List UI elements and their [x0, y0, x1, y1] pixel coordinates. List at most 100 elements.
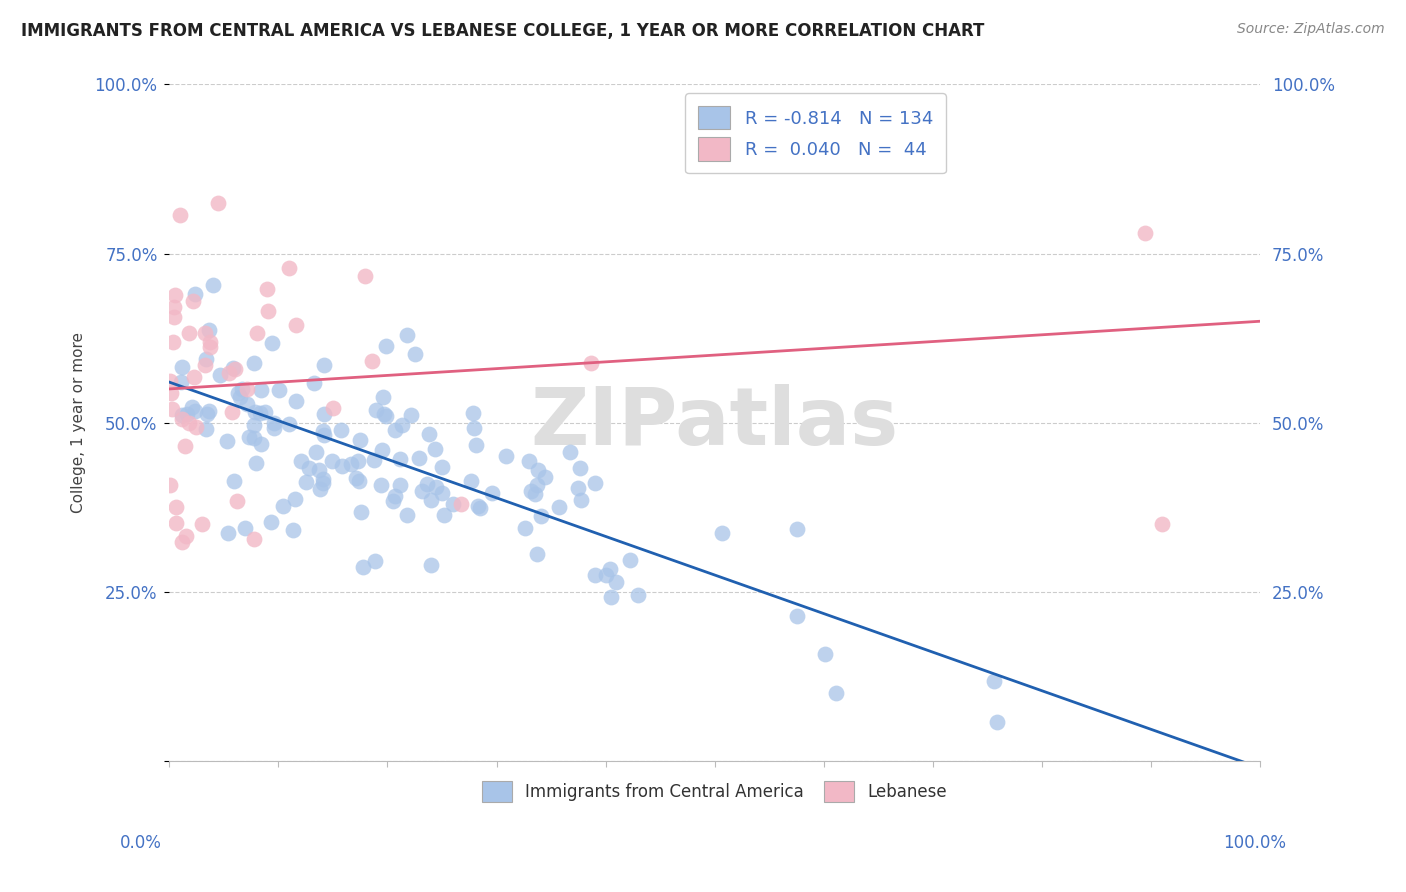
Point: [349, 433, 371, 447]
Point: [389, 452, 412, 467]
Point: [305, 445, 328, 459]
Point: [373, 390, 395, 404]
Point: [308, 482, 330, 496]
Point: [433, 508, 456, 523]
Point: [411, 483, 433, 498]
Point: [418, 426, 440, 441]
Point: [627, 588, 650, 602]
Point: [583, 475, 606, 490]
Point: [257, 304, 280, 318]
Point: [184, 420, 207, 434]
Point: [302, 376, 325, 391]
Point: [198, 323, 221, 337]
Point: [382, 493, 405, 508]
Point: [215, 434, 238, 449]
Point: [441, 497, 464, 511]
Point: [235, 382, 257, 396]
Point: [619, 553, 641, 567]
Point: [312, 473, 335, 487]
Point: [165, 288, 187, 302]
Point: [404, 346, 426, 360]
Point: [202, 278, 225, 293]
Point: [160, 386, 183, 401]
Point: [224, 362, 246, 376]
Point: [183, 369, 205, 384]
Point: [1135, 227, 1157, 241]
Point: [243, 532, 266, 546]
Point: [371, 442, 394, 457]
Point: [160, 401, 183, 416]
Point: [825, 686, 848, 700]
Point: [349, 474, 371, 488]
Point: [176, 407, 198, 421]
Point: [361, 353, 384, 368]
Point: [585, 567, 607, 582]
Point: [430, 460, 453, 475]
Point: [249, 406, 271, 420]
Point: [243, 431, 266, 445]
Point: [184, 403, 207, 417]
Point: [184, 287, 207, 301]
Point: [468, 501, 491, 516]
Point: [169, 208, 191, 222]
Point: [271, 499, 294, 513]
Point: [195, 352, 218, 367]
Point: [250, 384, 273, 398]
Point: [177, 416, 200, 430]
Point: [329, 423, 352, 437]
Point: [198, 335, 221, 350]
Point: [243, 417, 266, 432]
Point: [179, 326, 201, 341]
Point: [375, 339, 398, 353]
Point: [312, 407, 335, 421]
Point: [423, 442, 446, 456]
Point: [321, 453, 343, 467]
Point: [384, 423, 406, 437]
Point: [162, 334, 184, 349]
Point: [165, 516, 187, 530]
Point: [346, 453, 368, 467]
Point: [226, 386, 249, 401]
Point: [526, 478, 548, 492]
Point: [159, 374, 181, 388]
Point: [246, 326, 269, 340]
Point: [364, 553, 387, 567]
Point: [786, 522, 808, 536]
Point: [312, 428, 335, 442]
Point: [194, 359, 217, 373]
Point: [207, 195, 229, 210]
Point: [250, 437, 273, 451]
Point: [600, 590, 623, 604]
Point: [396, 508, 419, 523]
Point: [229, 390, 252, 404]
Point: [519, 484, 541, 499]
Point: [350, 505, 373, 519]
Text: 100.0%: 100.0%: [1223, 834, 1286, 852]
Point: [281, 524, 304, 538]
Point: [711, 526, 734, 541]
Point: [814, 647, 837, 661]
Point: [163, 300, 186, 314]
Point: [236, 396, 259, 410]
Point: [224, 475, 246, 489]
Point: [209, 368, 232, 383]
Point: [308, 463, 330, 477]
Point: [581, 356, 603, 370]
Point: [163, 310, 186, 324]
Point: [176, 529, 198, 543]
Text: ZIPatlas: ZIPatlas: [530, 384, 898, 462]
Point: [194, 326, 217, 341]
Point: [352, 560, 374, 574]
Point: [983, 673, 1005, 688]
Point: [481, 485, 503, 500]
Legend: Immigrants from Central America, Lebanese: Immigrants from Central America, Lebanes…: [471, 769, 959, 814]
Point: [294, 475, 316, 489]
Point: [548, 500, 571, 514]
Point: [263, 416, 285, 430]
Point: [191, 516, 214, 531]
Point: [243, 405, 266, 419]
Point: [170, 360, 193, 375]
Point: [567, 481, 589, 495]
Point: [568, 461, 591, 475]
Point: [256, 282, 278, 296]
